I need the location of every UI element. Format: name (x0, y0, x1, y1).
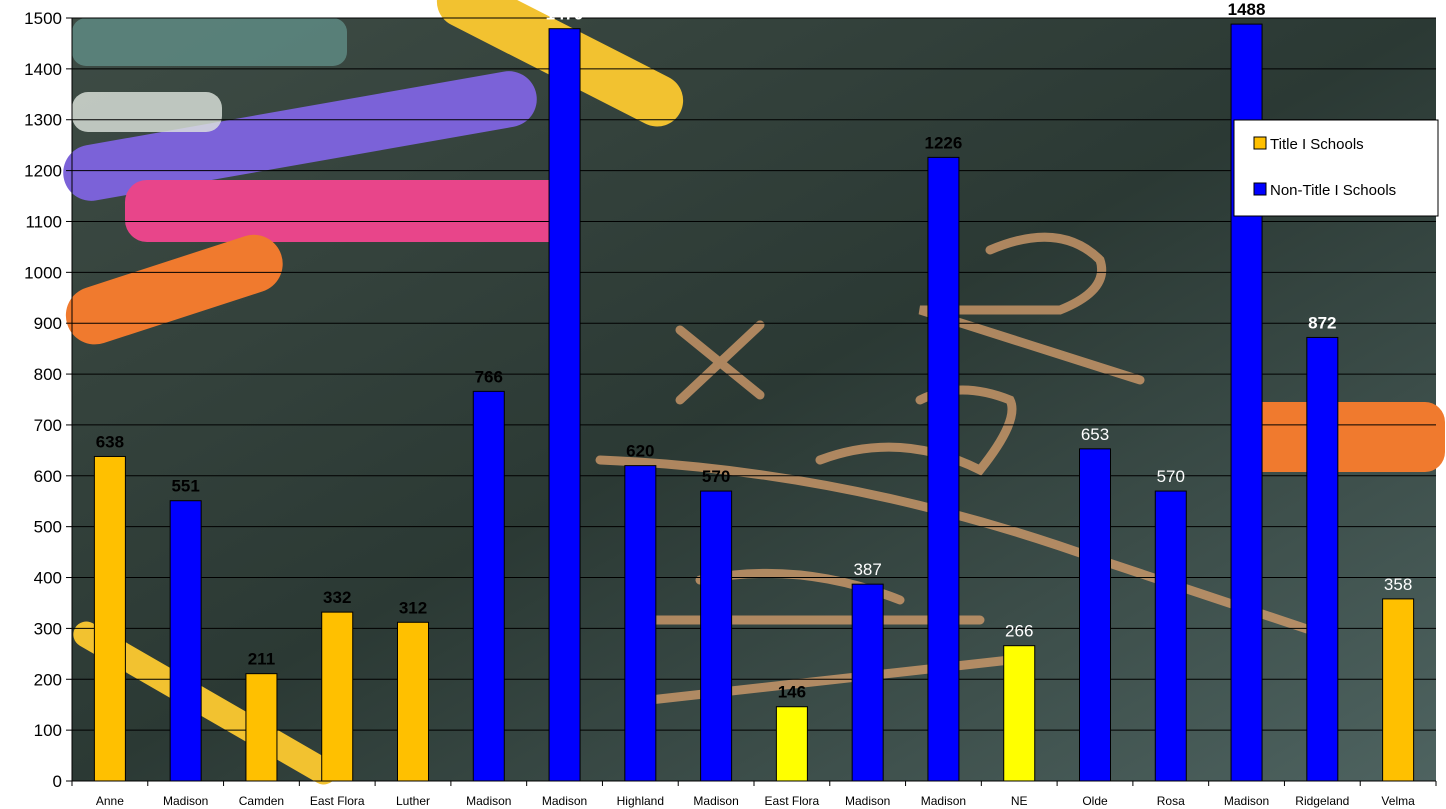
data-label: 332 (323, 588, 351, 607)
legend-swatch (1253, 136, 1267, 150)
x-tick-label: Madison (693, 794, 738, 808)
bar (624, 465, 657, 782)
bar (169, 500, 202, 782)
x-tick-label: NE (1011, 794, 1028, 808)
y-tick-label: 500 (34, 518, 62, 537)
y-tick-label: 1100 (25, 212, 62, 231)
x-tick-label: Rosa (1157, 794, 1185, 808)
data-label: 387 (853, 560, 881, 579)
bar (245, 673, 278, 782)
y-tick-label: 1400 (24, 60, 62, 79)
x-tick-label: Velma (1381, 794, 1415, 808)
data-label: 570 (702, 467, 730, 486)
bar (548, 28, 581, 782)
x-tick-label: Madison (845, 794, 890, 808)
y-tick-label: 900 (34, 314, 62, 333)
data-label: 653 (1081, 425, 1109, 444)
chalk-stick-orange-right (1235, 402, 1445, 472)
legend-box (1233, 119, 1439, 217)
data-label: 1488 (1228, 0, 1266, 19)
data-label: 766 (475, 367, 503, 386)
data-label: 312 (399, 598, 427, 617)
bar (321, 611, 354, 782)
y-tick-label: 1300 (24, 111, 62, 130)
bar (1382, 598, 1415, 782)
chalk-stick-white (72, 92, 222, 132)
data-label: 620 (626, 442, 654, 461)
y-tick-label: 300 (34, 619, 62, 638)
x-tick-label: Olde (1082, 794, 1108, 808)
data-labels: 638 551 211 332 312 766 1479 620 570 146 387 1226 26… (96, 0, 1413, 702)
bar (1306, 336, 1339, 782)
bars (93, 23, 1415, 782)
bar (1003, 645, 1036, 782)
chalk-doodle-two (918, 232, 1145, 385)
bar (851, 583, 884, 782)
chalk-doodle-three (815, 385, 1017, 476)
x-tick-label: Camden (239, 794, 284, 808)
chalk-doodle-times (675, 320, 765, 405)
x-tick-label: Anne (96, 794, 124, 808)
chalk-stick-orange (65, 234, 283, 345)
x-tick-label: Madison (542, 794, 587, 808)
x-tick-label: Ridgeland (1295, 794, 1349, 808)
data-label: 872 (1308, 313, 1336, 332)
data-label: 1479 (546, 5, 584, 24)
chalk-stick-teal (72, 18, 347, 66)
bar (927, 156, 960, 782)
bar (397, 621, 429, 782)
legend-label: Non-Title I Schools (1270, 182, 1396, 199)
y-tick-label: 1000 (24, 263, 62, 282)
data-label: 266 (1005, 622, 1033, 641)
bar (472, 390, 505, 782)
x-tick-label: East Flora (310, 794, 365, 808)
x-tick-label: Madison (466, 794, 511, 808)
bar (700, 490, 733, 782)
x-tick-label: Madison (1224, 794, 1269, 808)
y-tick-label: 800 (34, 365, 62, 384)
x-tick-label: Highland (617, 794, 664, 808)
legend: Title I Schools Non-Title I Schools (1233, 119, 1439, 217)
y-tick-label: 400 (34, 569, 62, 588)
chalk-stick-pink (125, 180, 580, 242)
data-label: 551 (171, 477, 199, 496)
bar (1154, 490, 1187, 782)
y-tick-label: 1500 (24, 9, 62, 28)
x-tick-label: East Flora (765, 794, 820, 808)
y-tick-label: 0 (53, 772, 62, 791)
data-label: 638 (96, 432, 124, 451)
y-tick-label: 700 (34, 416, 62, 435)
y-tick-label: 1200 (24, 162, 62, 181)
legend-swatch (1253, 182, 1267, 196)
bar (93, 455, 126, 782)
bar (1079, 448, 1111, 782)
x-tick-label: Madison (921, 794, 966, 808)
y-tick-label: 200 (34, 670, 62, 689)
axes: 0 100 200 300 400 500 600 700 800 900 1000 1100 1200… (24, 9, 1437, 808)
chalk-doodle-line (595, 455, 1315, 635)
bar (775, 706, 808, 782)
x-tick-label: Luther (396, 794, 430, 808)
y-tick-label: 100 (34, 721, 62, 740)
data-label: 1226 (925, 133, 963, 152)
data-label: 358 (1384, 575, 1412, 594)
x-tick-label: Madison (163, 794, 208, 808)
legend-label: Title I Schools (1270, 136, 1364, 153)
data-label: 570 (1157, 467, 1185, 486)
data-label: 211 (248, 650, 275, 669)
y-tick-label: 600 (34, 467, 62, 486)
data-label: 146 (778, 683, 806, 702)
chalk-stick-purple (63, 71, 537, 201)
